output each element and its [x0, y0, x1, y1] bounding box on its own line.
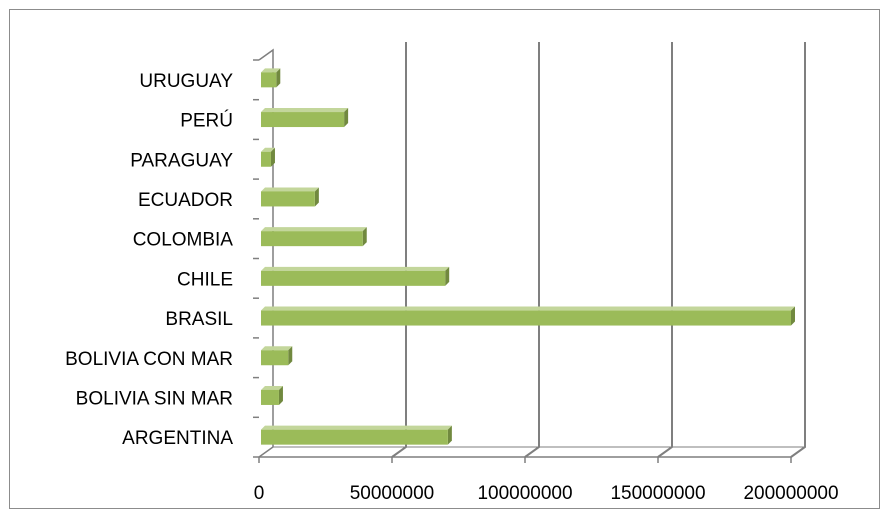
category-label: CHILE	[177, 269, 233, 290]
category-label: PERÚ	[180, 110, 233, 132]
x-tick-label: 0	[254, 483, 265, 504]
bar-top-face	[261, 68, 281, 73]
bar	[261, 68, 281, 88]
bar-top-face	[261, 227, 367, 232]
bar-front-face	[261, 72, 277, 88]
bar-top-face	[261, 147, 275, 152]
grid-line	[524, 42, 540, 458]
bar-side-face	[270, 147, 275, 167]
category-label: BOLIVIA SIN MAR	[76, 388, 233, 409]
category-label: URUGUAY	[139, 71, 233, 92]
bar	[261, 147, 275, 167]
bar-side-face	[276, 68, 281, 88]
bar-side-face	[278, 385, 283, 405]
bar-side-face	[362, 227, 367, 247]
grid-lines	[253, 42, 806, 463]
bar	[261, 266, 450, 286]
category-label: ECUADOR	[138, 190, 233, 211]
bar	[261, 346, 293, 366]
grid-line	[790, 42, 806, 458]
bar-side-face	[791, 306, 795, 326]
bar-top-face	[261, 306, 795, 311]
bar-front-face	[261, 350, 289, 366]
bar-top-face	[261, 187, 319, 192]
x-tick-label: 200000000	[743, 483, 838, 504]
bar-front-face	[261, 151, 271, 167]
category-label: COLOMBIA	[133, 230, 234, 251]
category-label: PARAGUAY	[130, 150, 233, 171]
bar	[261, 425, 452, 445]
bar-front-face	[261, 270, 446, 286]
x-tick-labels: 0 50000000 100000000 150000000 200000000	[254, 483, 839, 504]
bar-top-face	[261, 266, 450, 271]
y-axis-wall	[258, 48, 274, 458]
bar-front-face	[261, 231, 363, 247]
category-label: ARGENTINA	[122, 428, 233, 449]
bar	[261, 227, 367, 247]
bar-front-face	[261, 429, 448, 445]
bar-side-face	[288, 346, 293, 366]
bar-top-face	[261, 108, 349, 113]
bar-top-face	[261, 425, 452, 430]
bar-side-face	[344, 108, 349, 128]
bar-front-face	[261, 112, 345, 128]
bar-front-face	[261, 310, 791, 326]
x-tick-label: 150000000	[610, 483, 705, 504]
bar	[261, 306, 795, 326]
grid-line	[657, 42, 673, 458]
grid-line	[391, 42, 407, 458]
bar-front-face	[261, 191, 315, 207]
bar-side-face	[445, 266, 450, 286]
bar-side-face	[314, 187, 319, 207]
bar	[261, 385, 283, 405]
bar-top-face	[261, 385, 283, 390]
x-tick-label: 50000000	[350, 483, 435, 504]
bar-side-face	[447, 425, 452, 445]
bar-top-face	[261, 346, 293, 351]
x-tick-label: 100000000	[477, 483, 572, 504]
bar-front-face	[261, 389, 279, 405]
category-label: BRASIL	[165, 309, 233, 330]
bar	[261, 187, 319, 207]
category-label: BOLIVIA CON MAR	[65, 349, 233, 370]
bar	[261, 108, 349, 128]
category-labels: ARGENTINA BOLIVIA SIN MAR BOLIVIA CON MAR B…	[65, 71, 233, 449]
bars	[261, 68, 795, 445]
